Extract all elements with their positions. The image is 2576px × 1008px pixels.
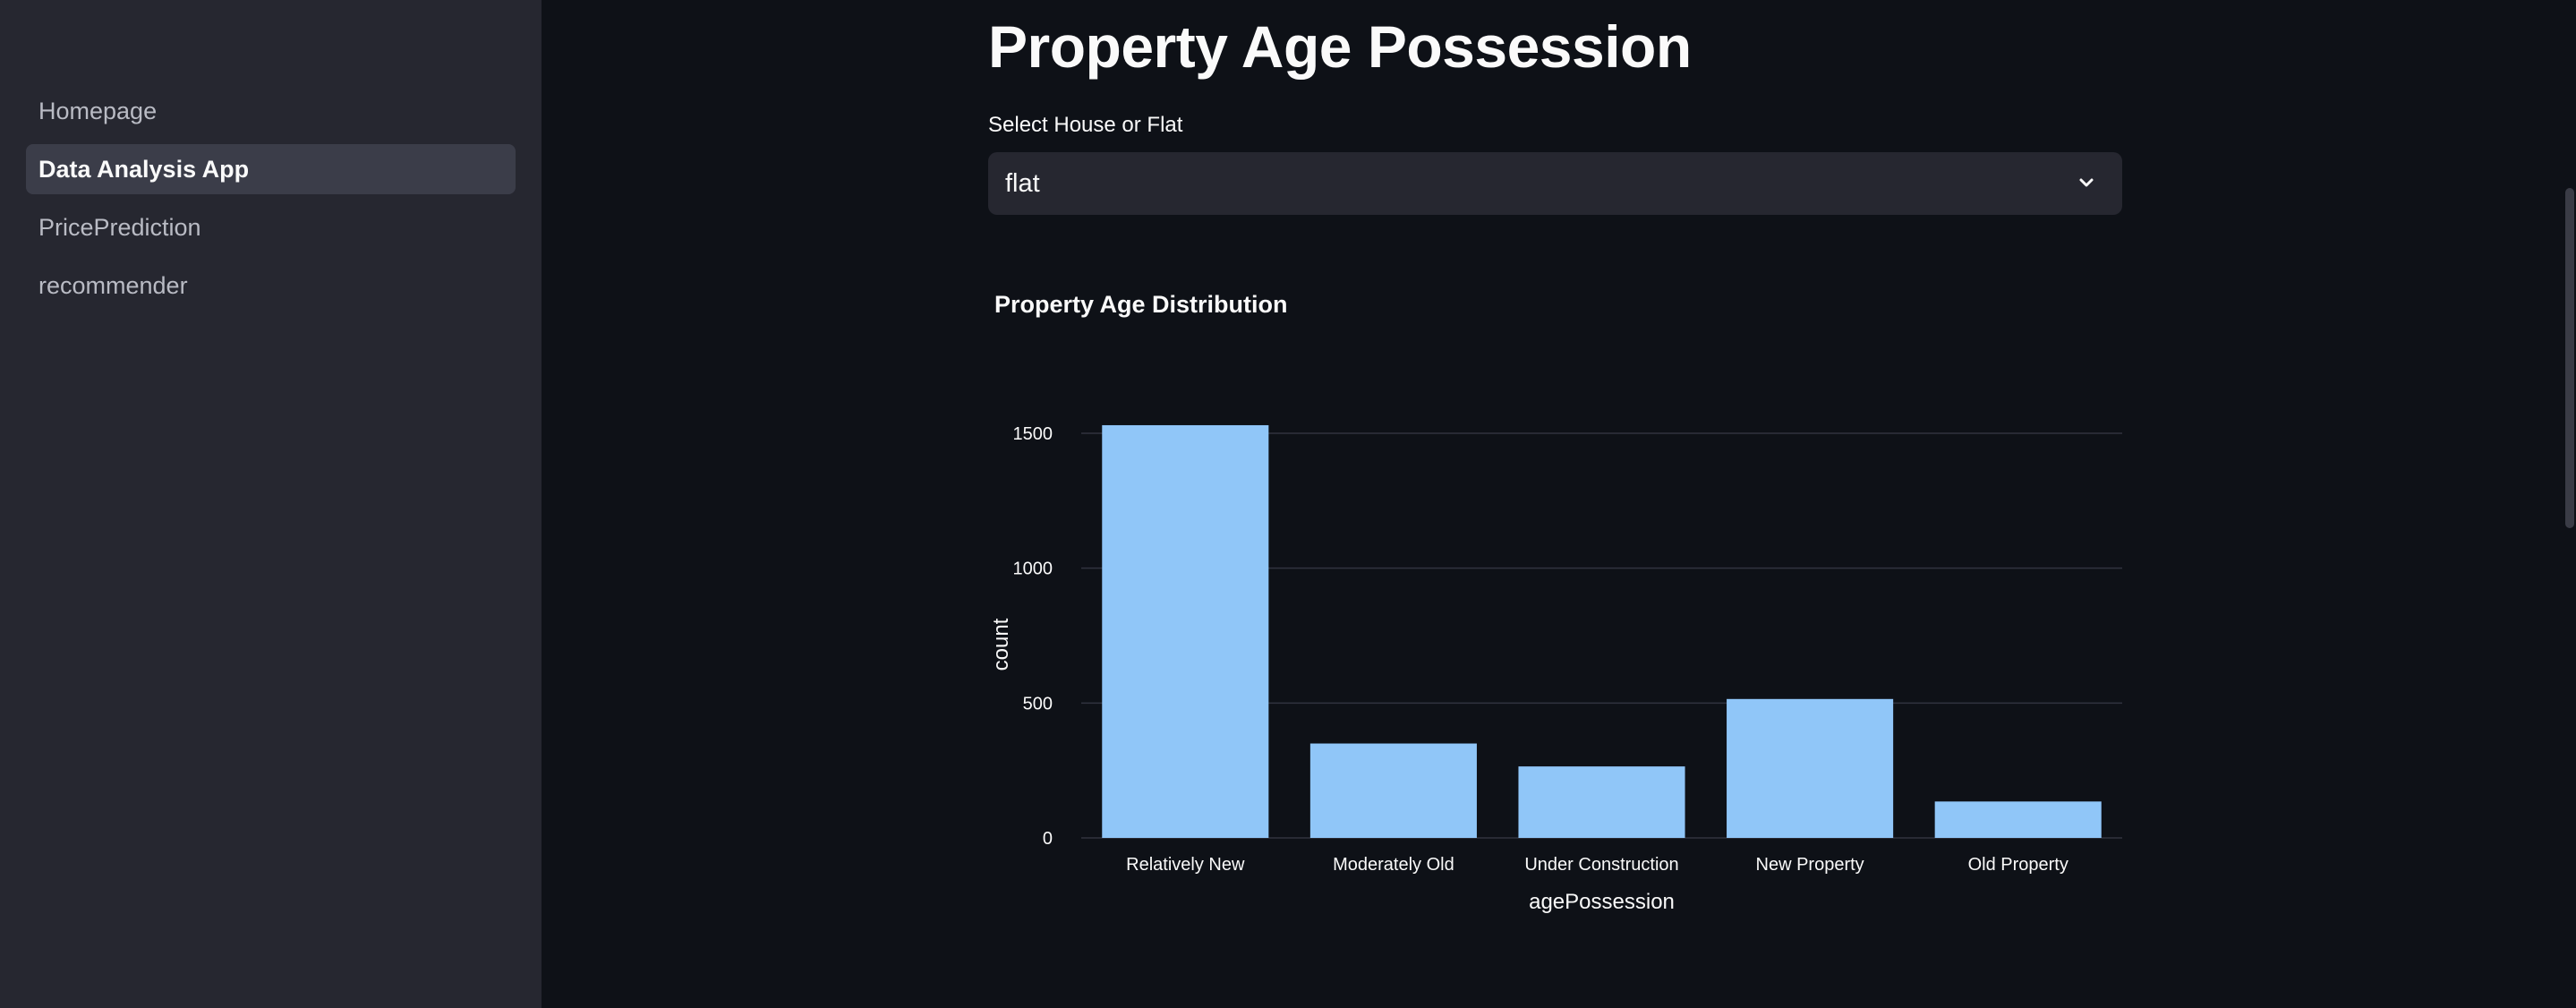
chevron-down-icon[interactable]: [2074, 170, 2099, 195]
x-tick-label: Old Property: [1968, 855, 2068, 875]
y-axis-title: count: [989, 618, 1013, 671]
bar-chart-svg: Property Age Distribution 0 500 1000 1500 Rel…: [989, 291, 2122, 914]
y-tick-label: 1500: [1013, 424, 1053, 444]
property-age-chart: Property Age Distribution 0 500 1000 1500 Rel…: [988, 278, 2122, 931]
sidebar-item-label: PricePrediction: [38, 213, 201, 241]
y-tick-label: 500: [1023, 694, 1053, 713]
page-title: Property Age Possession: [988, 13, 1692, 80]
sidebar: Homepage Data Analysis App PricePredicti…: [0, 0, 542, 1008]
sidebar-item-recommender[interactable]: recommender: [26, 261, 516, 311]
bar: [1102, 424, 1269, 838]
sidebar-nav: Homepage Data Analysis App PricePredicti…: [26, 86, 516, 319]
x-axis-title: agePossession: [1529, 890, 1675, 914]
sidebar-item-data-analysis-app[interactable]: Data Analysis App: [26, 144, 516, 194]
y-tick-label: 0: [1043, 829, 1053, 849]
x-tick-label: Relatively New: [1126, 855, 1245, 875]
bar: [1309, 743, 1477, 838]
property-type-select[interactable]: flat: [988, 152, 2122, 215]
sidebar-item-label: Homepage: [38, 97, 158, 124]
select-label: Select House or Flat: [988, 113, 1183, 137]
bar: [1518, 766, 1685, 838]
x-tick-label: Moderately Old: [1333, 855, 1454, 875]
x-tick-label: New Property: [1756, 855, 1864, 875]
x-tick-label: Under Construction: [1524, 855, 1678, 875]
chart-title: Property Age Distribution: [994, 291, 1288, 318]
bar: [1934, 801, 2102, 838]
bar: [1727, 698, 1894, 838]
scrollbar[interactable]: [2565, 188, 2574, 528]
select-value: flat: [1005, 168, 1040, 198]
sidebar-item-label: recommender: [38, 271, 188, 299]
main-content: Property Age Possession Select House or …: [542, 0, 2576, 1008]
sidebar-item-label: Data Analysis App: [38, 155, 250, 183]
sidebar-item-homepage[interactable]: Homepage: [26, 86, 516, 136]
sidebar-item-price-prediction[interactable]: PricePrediction: [26, 202, 516, 252]
y-tick-label: 1000: [1013, 560, 1053, 579]
